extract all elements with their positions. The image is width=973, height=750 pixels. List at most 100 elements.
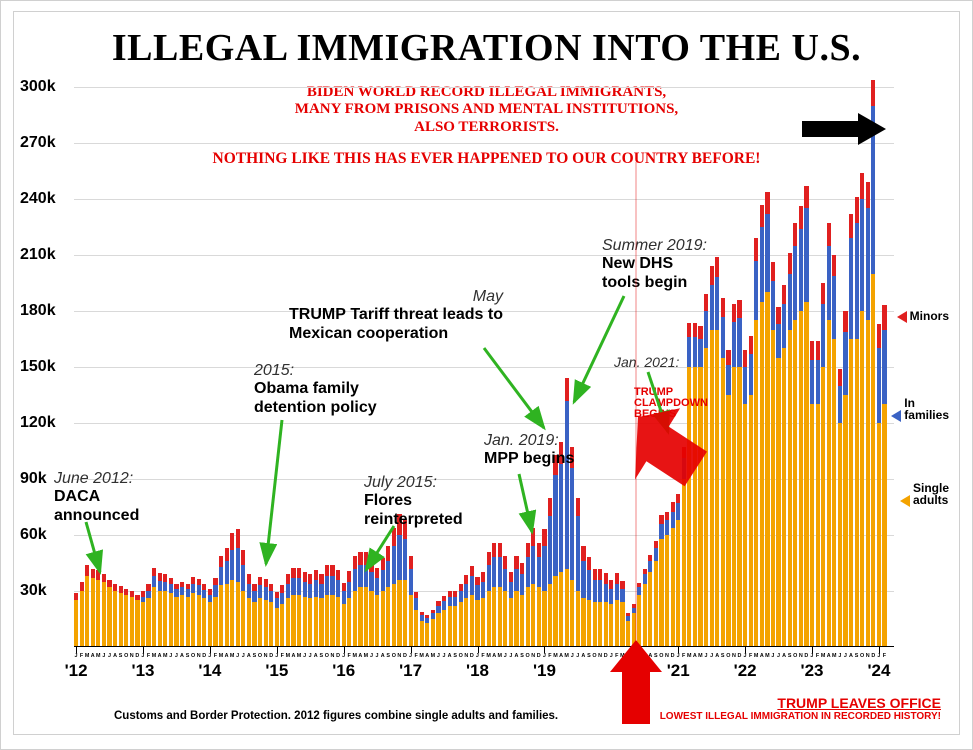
anno-tariff-text: TRUMP Tariff threat leads to Mexican coo… [289, 306, 503, 341]
month-label: F [281, 653, 285, 659]
month-label: A [358, 653, 362, 659]
month-label: J [309, 653, 312, 659]
anno-obama-text: Obama family detention policy [254, 380, 377, 415]
year-label: '12 [65, 661, 88, 681]
bar [498, 543, 502, 648]
month-label: A [760, 653, 764, 659]
bar [693, 323, 697, 647]
bar [386, 546, 390, 647]
y-axis-label: 150k [20, 358, 68, 376]
bar [732, 304, 736, 647]
bar [531, 528, 535, 647]
month-label: N [397, 653, 401, 659]
y-axis-label: 240k [20, 190, 68, 208]
bar [453, 591, 457, 647]
month-label: J [838, 653, 841, 659]
month-label: S [788, 653, 792, 659]
anno-mpp-date: Jan. 2019: [484, 432, 574, 450]
bar [135, 595, 139, 647]
source-note: Customs and Border Protection. 2012 figu… [114, 710, 558, 722]
bar [799, 206, 803, 647]
month-label: J [169, 653, 172, 659]
bar [107, 580, 111, 647]
month-label: A [559, 653, 563, 659]
bar [314, 570, 318, 647]
y-axis-label: 180k [20, 302, 68, 320]
anno-clampdown: TRUMP CLAMPDOWN BEGINS [634, 387, 708, 420]
bar [671, 502, 675, 647]
month-label: A [715, 653, 719, 659]
month-label: M [564, 653, 569, 659]
bar [247, 574, 251, 647]
bar [269, 584, 273, 647]
month-label: A [827, 653, 831, 659]
bar [252, 584, 256, 647]
anno-flores-date: July 2015: [364, 474, 463, 492]
bar [609, 580, 613, 647]
month-label: J [236, 653, 239, 659]
anno-tariff: May TRUMP Tariff threat leads to Mexican… [289, 288, 503, 343]
bar [308, 574, 312, 647]
bar [364, 552, 368, 647]
year-label: '22 [734, 661, 757, 681]
bar [570, 447, 574, 647]
bar [526, 543, 530, 648]
month-label: O [124, 653, 128, 659]
month-label: F [414, 653, 418, 659]
plot-area: 30k60k90k120k150k180k210k240k270k300kJFM… [74, 87, 894, 647]
month-label: A [448, 653, 452, 659]
bar [832, 255, 836, 647]
anno-mpp-text: MPP begins [484, 450, 574, 467]
month-label: J [576, 653, 579, 659]
bar [213, 578, 217, 647]
y-axis-label: 30k [20, 582, 68, 600]
month-label: D [269, 653, 273, 659]
month-label: S [186, 653, 190, 659]
bar [96, 570, 100, 647]
legend-families-label: Infamilies [904, 397, 949, 421]
month-label: A [113, 653, 117, 659]
bar [146, 584, 150, 647]
month-label: O [793, 653, 797, 659]
gridline [74, 255, 894, 256]
bar [403, 520, 407, 647]
bar [141, 591, 145, 647]
anno-leaves: TRUMP LEAVES OFFICE [777, 696, 941, 710]
month-label: A [247, 653, 251, 659]
bar [169, 578, 173, 647]
month-label: O [726, 653, 730, 659]
month-label: D [202, 653, 206, 659]
bar [102, 574, 106, 647]
month-label: J [242, 653, 245, 659]
month-label: N [598, 653, 602, 659]
month-label: S [119, 653, 123, 659]
month-label: D [537, 653, 541, 659]
bar [788, 253, 792, 647]
month-label: F [682, 653, 686, 659]
month-label: S [654, 653, 658, 659]
month-label: J [102, 653, 105, 659]
bar [436, 601, 440, 647]
month-label: J [810, 653, 813, 659]
bar [771, 262, 775, 647]
bar [470, 566, 474, 647]
month-label: O [392, 653, 396, 659]
bar [358, 552, 362, 647]
bar [420, 612, 424, 647]
bar [626, 613, 630, 647]
bar [275, 592, 279, 647]
month-label: J [74, 653, 77, 659]
month-label: O [659, 653, 663, 659]
bar [765, 192, 769, 647]
anno-obama-date: 2015: [254, 362, 377, 380]
month-label: J [744, 653, 747, 659]
bar [225, 548, 229, 647]
bar [503, 556, 507, 647]
month-label: J [610, 653, 613, 659]
bar [303, 572, 307, 647]
bar [598, 569, 602, 647]
month-label: S [587, 653, 591, 659]
y-axis-label: 270k [20, 134, 68, 152]
bar [520, 563, 524, 647]
bar [431, 610, 435, 647]
